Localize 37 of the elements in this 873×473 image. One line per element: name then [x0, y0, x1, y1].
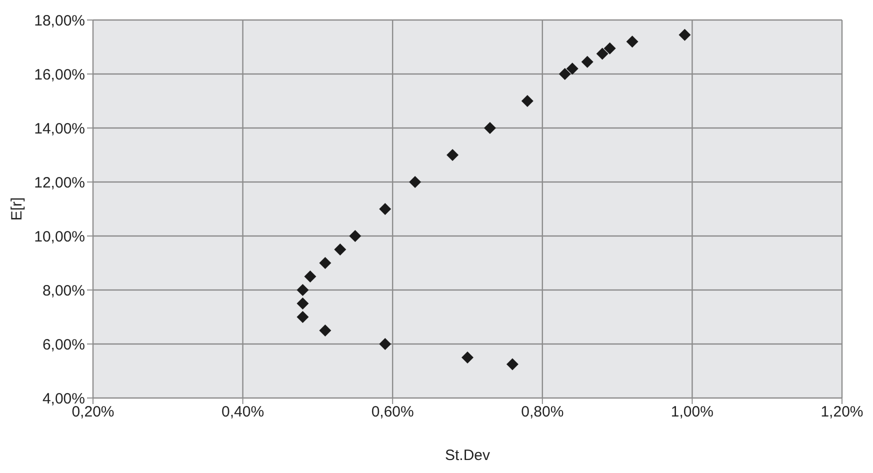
point [678, 28, 691, 41]
x-tick-label: 0,80% [521, 404, 564, 421]
point [304, 270, 316, 282]
y-axis-title: E[r] [8, 197, 26, 221]
y-tick-label: 14,00% [34, 120, 85, 138]
point [626, 36, 638, 48]
point [604, 42, 616, 54]
x-tick-label: 0,40% [222, 404, 264, 421]
point [379, 203, 392, 215]
point [319, 324, 332, 336]
point [462, 352, 474, 364]
point [596, 48, 608, 60]
y-tick-label: 8,00% [42, 282, 85, 300]
point [581, 56, 594, 68]
y-tick-label: 10,00% [34, 228, 85, 246]
point [446, 149, 459, 161]
x-axis-title: St.Dev [444, 447, 491, 464]
point [296, 284, 309, 296]
x-tick-label: 1,00% [670, 404, 714, 421]
point [319, 257, 332, 269]
y-tick-label: 12,00% [34, 174, 85, 192]
x-tick-label: 0,60% [371, 404, 414, 421]
point [296, 311, 309, 323]
point [296, 298, 309, 310]
point [349, 230, 362, 242]
point [566, 62, 578, 75]
y-tick-label: 6,00% [42, 336, 85, 354]
point [409, 176, 422, 188]
point [521, 95, 534, 107]
y-tick-label: 16,00% [34, 66, 85, 84]
point [506, 358, 518, 370]
point [379, 338, 392, 350]
point [558, 68, 571, 80]
x-tick-label: 1,20% [820, 404, 864, 421]
point [334, 244, 346, 256]
y-tick-label: 18,00% [34, 12, 85, 30]
point [484, 122, 496, 134]
